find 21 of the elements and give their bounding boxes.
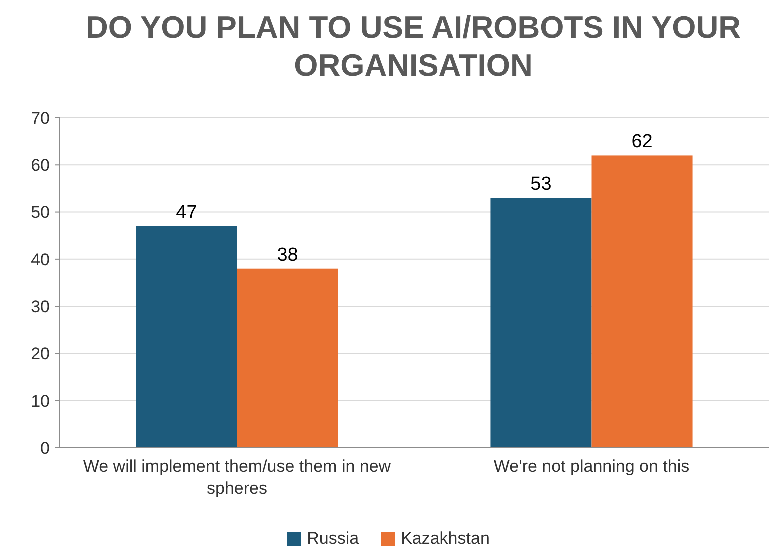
bar xyxy=(136,226,238,448)
y-tick-label: 10 xyxy=(31,392,50,411)
x-tick-label: We will implement them/use them in new spheres xyxy=(83,457,392,498)
bar xyxy=(592,156,693,448)
y-tick-label: 50 xyxy=(31,203,50,222)
bar xyxy=(237,268,338,448)
bar xyxy=(490,198,592,448)
y-tick-label: 30 xyxy=(31,298,50,317)
data-label: 53 xyxy=(530,174,552,196)
legend-label: Kazakhstan xyxy=(401,529,490,548)
y-tick-label: 60 xyxy=(31,156,50,176)
y-tick-label: 70 xyxy=(31,108,50,128)
legend-label: Russia xyxy=(307,529,360,548)
data-label: 47 xyxy=(176,202,198,224)
y-tick-label: 0 xyxy=(40,438,50,458)
chart-title: DO YOU PLAN TO USE AI/ROBOTS IN YOUR ORGANISATION xyxy=(86,10,742,83)
data-label: 62 xyxy=(632,132,653,153)
y-tick-label: 20 xyxy=(31,344,50,364)
x-tick-label: We're not planning on this xyxy=(494,457,690,476)
y-tick-label: 40 xyxy=(31,250,50,270)
data-label: 38 xyxy=(277,244,298,266)
